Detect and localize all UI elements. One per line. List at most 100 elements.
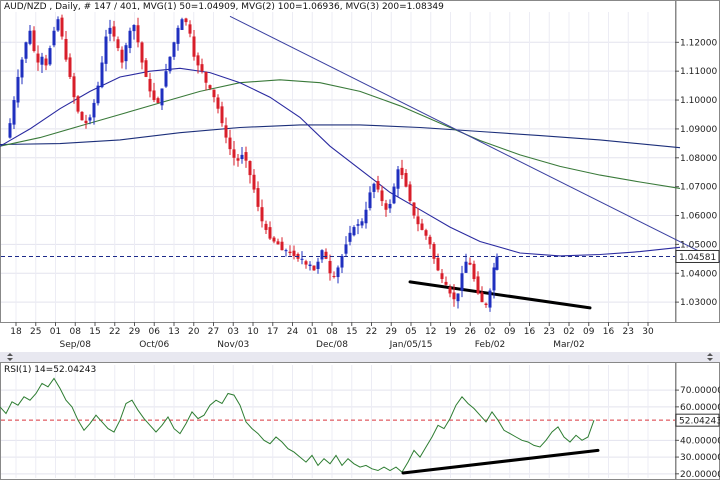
current-price-tag bbox=[675, 249, 720, 263]
panel-divider[interactable] bbox=[0, 352, 720, 362]
up-candle bbox=[108, 27, 112, 34]
date-tick-label: 01 bbox=[307, 327, 318, 337]
date-tick-label: 16 bbox=[603, 327, 615, 337]
down-candle bbox=[140, 42, 144, 63]
rsi-tick-label: 20.00000 bbox=[680, 470, 720, 480]
down-candle bbox=[280, 241, 284, 251]
ma200-line bbox=[0, 124, 681, 149]
up-candle bbox=[372, 183, 376, 192]
up-candle bbox=[456, 293, 460, 302]
date-tick-label: 22 bbox=[366, 327, 377, 337]
up-candle bbox=[160, 88, 164, 106]
date-tick-label: 12 bbox=[425, 327, 436, 337]
down-candle bbox=[212, 89, 216, 98]
up-candle bbox=[336, 267, 340, 278]
up-candle bbox=[100, 62, 104, 88]
down-candle bbox=[60, 17, 64, 37]
moving-averages bbox=[0, 67, 681, 257]
down-candle bbox=[80, 111, 84, 121]
date-tick-label: 20 bbox=[188, 327, 200, 337]
date-tick-label: 09 bbox=[504, 327, 516, 337]
down-candle bbox=[208, 85, 212, 89]
rsi-series: 52.04243 bbox=[0, 377, 720, 475]
down-candle bbox=[144, 60, 148, 77]
down-candle bbox=[72, 76, 76, 98]
price-tick-label: 1.05000 bbox=[680, 240, 717, 250]
up-candle bbox=[495, 256, 499, 270]
price-tick-label: 1.11000 bbox=[680, 67, 717, 77]
up-candle bbox=[308, 264, 312, 267]
price-axis bbox=[675, 0, 720, 323]
up-candle bbox=[460, 273, 464, 291]
up-candle bbox=[348, 232, 352, 242]
month-label: Mar/02 bbox=[553, 340, 584, 350]
date-tick-label: 22 bbox=[109, 327, 120, 337]
price-tick-label: 1.06000 bbox=[680, 212, 717, 222]
down-candle bbox=[248, 161, 252, 176]
up-candle bbox=[488, 290, 492, 308]
down-candle bbox=[268, 227, 272, 239]
up-candle bbox=[320, 250, 324, 260]
date-tick-label: 19 bbox=[445, 327, 457, 337]
up-candle bbox=[284, 250, 288, 252]
date-tick-label: 15 bbox=[346, 327, 357, 337]
divider-arrows-icon[interactable] bbox=[7, 353, 713, 361]
down-candle bbox=[156, 98, 160, 103]
up-candle bbox=[464, 261, 468, 273]
up-candle bbox=[492, 267, 496, 291]
up-candle bbox=[344, 244, 348, 254]
rsi-header: RSI(1) 14=52.04243 bbox=[4, 365, 96, 375]
down-candle bbox=[184, 18, 188, 23]
down-candle bbox=[148, 78, 152, 92]
up-candle bbox=[88, 117, 92, 121]
down-candle bbox=[408, 184, 412, 202]
date-tick-label: 13 bbox=[168, 327, 179, 337]
rsi-current-label: 52.04243 bbox=[679, 417, 720, 427]
date-tick-label: 27 bbox=[208, 327, 219, 337]
up-candle bbox=[52, 30, 56, 46]
down-candle bbox=[304, 261, 308, 265]
date-tick-label: 08 bbox=[326, 327, 338, 337]
price-tick-label: 1.03000 bbox=[680, 298, 717, 308]
down-candle bbox=[136, 25, 140, 43]
up-candle bbox=[300, 258, 304, 260]
price-tick-label: 1.04000 bbox=[680, 269, 717, 279]
price-ticks: 1.12000 1.11000 1.10000 1.09000 1.08000 1.070… bbox=[675, 38, 717, 308]
rsi-tick-label: 40.00000 bbox=[680, 436, 720, 446]
date-tick-label: 08 bbox=[70, 327, 82, 337]
down-candle bbox=[428, 236, 432, 245]
resistance-trendline bbox=[229, 15, 720, 263]
down-candle bbox=[112, 26, 116, 37]
date-tick-label: 15 bbox=[89, 327, 100, 337]
down-candle bbox=[412, 202, 416, 216]
down-candle bbox=[116, 39, 120, 49]
down-candle bbox=[216, 97, 220, 109]
price-tick-label: 1.10000 bbox=[680, 96, 717, 106]
rsi-plot-frame bbox=[0, 362, 676, 480]
month-label: Feb/02 bbox=[475, 340, 505, 350]
support-line bbox=[408, 280, 592, 310]
up-candle bbox=[20, 59, 24, 78]
down-candle bbox=[120, 49, 124, 63]
down-candle bbox=[260, 207, 264, 222]
date-tick-label: 03 bbox=[228, 327, 239, 337]
down-candle bbox=[436, 257, 440, 271]
down-candle bbox=[432, 243, 436, 259]
date-tick-label: 06 bbox=[149, 327, 161, 337]
up-candle bbox=[168, 56, 172, 72]
date-tick-label: 09 bbox=[583, 327, 595, 337]
down-candle bbox=[192, 36, 196, 57]
price-tick-label: 1.09000 bbox=[680, 125, 717, 135]
date-tick-label: 02 bbox=[563, 327, 574, 337]
down-candle bbox=[276, 241, 280, 245]
rsi-ticks: 70.00000 60.00000 40.00000 30.00000 20.00000 bbox=[675, 386, 720, 480]
month-label: Oct/06 bbox=[139, 340, 169, 350]
ma50-line bbox=[0, 67, 681, 257]
current-price-line: 1.04581 bbox=[1, 249, 720, 263]
down-candle bbox=[228, 137, 232, 150]
up-candle bbox=[392, 186, 396, 204]
down-candle bbox=[420, 223, 424, 230]
rsi-grid bbox=[1, 365, 675, 478]
date-tick-label: 01 bbox=[50, 327, 61, 337]
down-candle bbox=[68, 57, 72, 77]
